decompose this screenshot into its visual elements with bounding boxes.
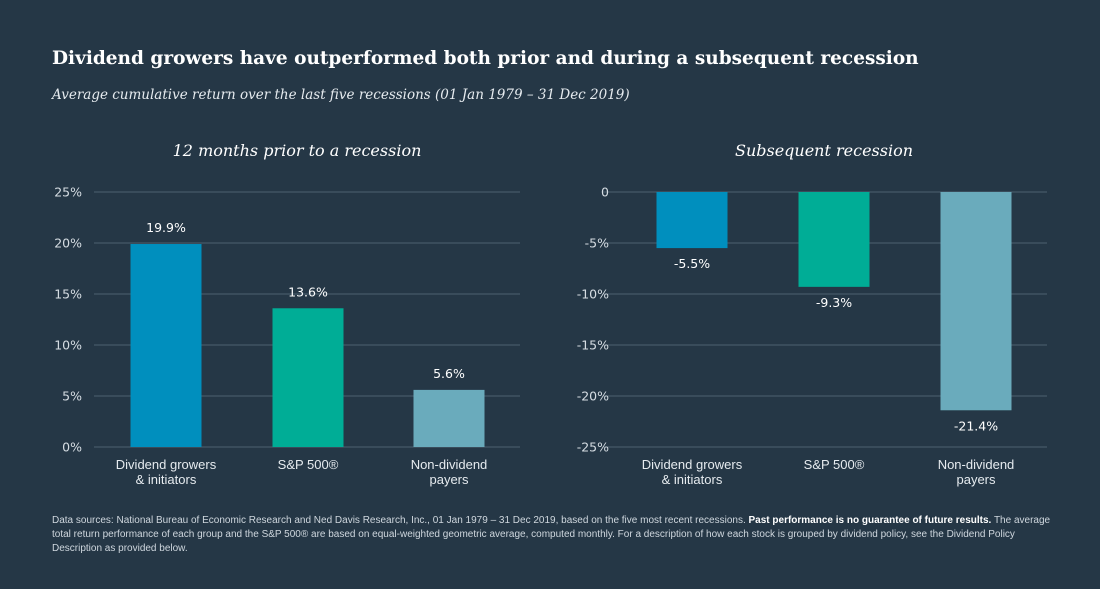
y-tick-label: 20%	[54, 236, 82, 251]
footnote: Data sources: National Bureau of Economi…	[52, 514, 1052, 556]
y-tick-label: 25%	[54, 185, 82, 200]
y-tick-label: 0	[601, 185, 609, 200]
y-tick-label: 0%	[62, 440, 82, 455]
y-tick-label: 10%	[54, 338, 82, 353]
category-label: Non-dividend	[938, 457, 1015, 472]
category-label: S&P 500®	[804, 457, 865, 472]
data-label: -5.5%	[674, 256, 710, 271]
y-tick-label: -25%	[577, 440, 609, 455]
footnote-text: Data sources: National Bureau of Economi…	[52, 515, 749, 526]
left-panel-title: 12 months prior to a recession	[172, 141, 422, 160]
category-label: Non-dividend	[411, 457, 488, 472]
y-tick-label: 5%	[62, 389, 82, 404]
category-label: & initiators	[136, 472, 197, 487]
footnote-bold: Past performance is no guarantee of futu…	[748, 515, 992, 526]
y-tick-label: -10%	[577, 287, 609, 302]
chart-title: Dividend growers have outperformed both …	[52, 48, 919, 69]
category-label: payers	[956, 472, 996, 487]
category-label: Dividend growers	[116, 457, 217, 472]
data-label: -9.3%	[816, 295, 852, 310]
bar	[798, 192, 870, 287]
data-label: -21.4%	[954, 418, 998, 433]
right-panel-title: Subsequent recession	[734, 141, 914, 160]
bar	[272, 308, 344, 447]
bar	[413, 389, 485, 447]
bar	[656, 192, 728, 249]
category-label: S&P 500®	[278, 457, 339, 472]
category-label: & initiators	[662, 472, 723, 487]
data-label: 5.6%	[433, 366, 465, 381]
y-tick-label: -20%	[577, 389, 609, 404]
chart-subtitle: Average cumulative return over the last …	[52, 87, 630, 103]
footnote-text-2: The average total return performance of …	[52, 515, 1051, 554]
category-label: Dividend growers	[642, 457, 743, 472]
y-tick-label: 15%	[54, 287, 82, 302]
category-label: payers	[429, 472, 469, 487]
bar	[940, 192, 1012, 411]
data-label: 13.6%	[288, 284, 328, 299]
bar	[130, 244, 202, 447]
data-label: 19.9%	[146, 220, 186, 235]
y-tick-label: -5%	[585, 236, 609, 251]
y-tick-label: -15%	[577, 338, 609, 353]
